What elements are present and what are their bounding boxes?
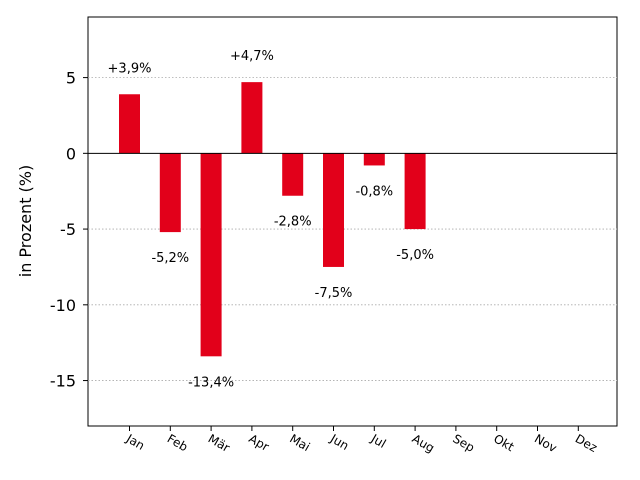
data-labels: +3,9% -5,2% -13,4% +4,7% -2,8% -7,5% -0,8% -5,0…	[108, 49, 434, 390]
data-label-mai: -2,8%	[274, 215, 312, 230]
x-axis-ticks: Jan Feb Mär Apr Mai Jun Jul Aug Sep Okt Nov Dez	[123, 426, 600, 455]
x-tick-label-jun: Jun	[327, 431, 351, 453]
x-tick-label-mai: Mai	[287, 431, 312, 454]
bar-jan	[119, 94, 140, 154]
bar-mär	[200, 153, 222, 357]
bars	[119, 82, 426, 357]
x-tick-label-dez: Dez	[573, 431, 600, 455]
x-tick-label-nov: Nov	[532, 431, 559, 455]
bar-mai	[282, 153, 304, 196]
y-axis-ticks: 5 0 -5 -10 -15	[50, 69, 88, 391]
x-tick-label-sep: Sep	[450, 431, 477, 454]
bar-feb	[159, 153, 181, 233]
x-tick-label-mär: Mär	[206, 431, 233, 454]
y-tick-label: -15	[50, 372, 76, 391]
x-tick-label-apr: Apr	[246, 431, 271, 454]
bar-apr	[241, 82, 263, 154]
y-tick-label: 5	[66, 69, 76, 88]
data-label-jan: +3,9%	[108, 61, 152, 76]
x-tick-label-jan: Jan	[123, 431, 147, 453]
bar-jul	[363, 153, 385, 166]
y-tick-label: -5	[60, 220, 76, 239]
x-tick-label-okt: Okt	[491, 431, 517, 454]
y-tick-label: 0	[66, 144, 76, 163]
y-axis-label: in Prozent (%)	[16, 165, 35, 277]
x-tick-label-jul: Jul	[368, 431, 388, 451]
data-label-feb: -5,2%	[151, 251, 189, 266]
y-tick-label: -10	[50, 296, 76, 315]
bar-jun	[323, 153, 344, 267]
data-label-mär: -13,4%	[188, 375, 234, 390]
data-label-apr: +4,7%	[230, 49, 274, 64]
x-tick-label-feb: Feb	[165, 431, 190, 454]
data-label-jul: -0,8%	[355, 184, 393, 199]
bar-aug	[404, 153, 426, 230]
x-tick-label-aug: Aug	[410, 431, 437, 455]
data-label-aug: -5,0%	[396, 248, 434, 263]
data-label-jun: -7,5%	[315, 286, 353, 301]
